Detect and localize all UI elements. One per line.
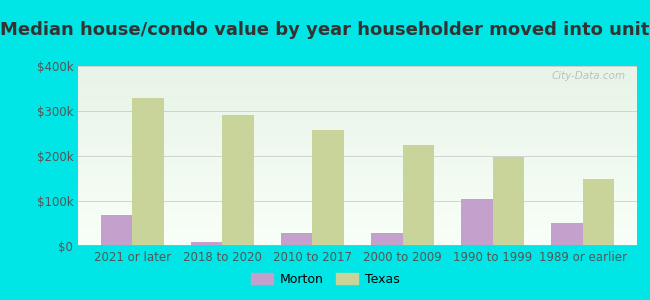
Bar [313, 130, 344, 246]
Legend: Morton, Texas: Morton, Texas [246, 268, 404, 291]
Bar [132, 98, 164, 246]
Bar [222, 115, 254, 246]
Bar [190, 242, 222, 246]
Bar [551, 223, 583, 246]
Bar [583, 178, 614, 246]
Bar [493, 157, 525, 246]
Bar [462, 199, 493, 246]
Bar [371, 233, 402, 246]
Bar [402, 145, 434, 246]
Bar [281, 233, 313, 246]
Text: City-Data.com: City-Data.com [552, 71, 626, 81]
Bar [101, 215, 132, 246]
Text: Median house/condo value by year householder moved into unit: Median house/condo value by year househo… [0, 21, 650, 39]
